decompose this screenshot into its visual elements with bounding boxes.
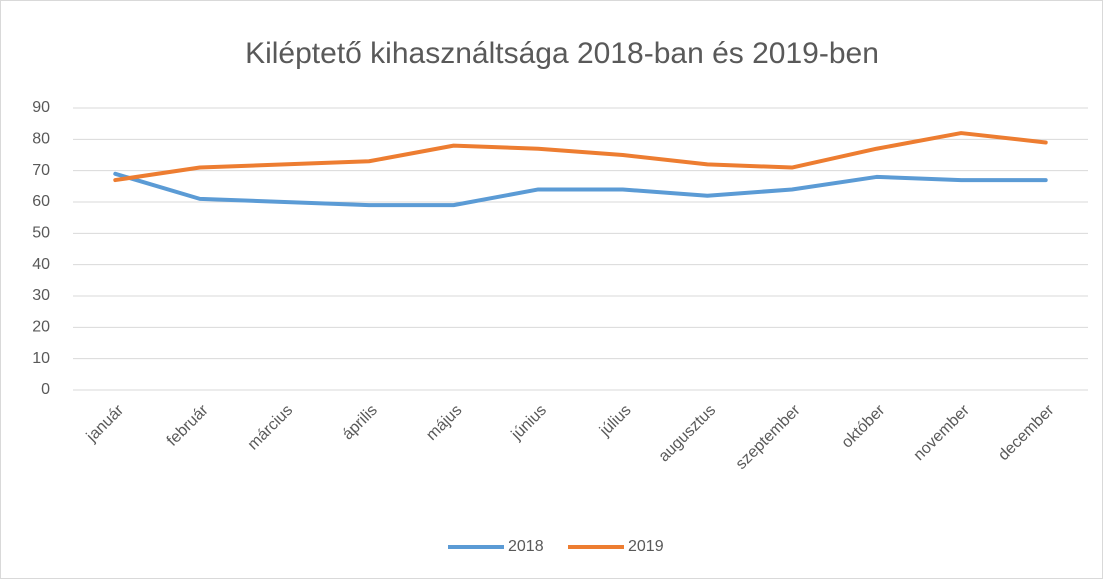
y-tick-label: 60 [32,193,50,210]
legend-label: 2019 [628,538,664,555]
legend-label: 2018 [508,538,544,555]
y-tick-label: 30 [32,287,50,304]
y-tick-label: 0 [41,381,50,398]
y-tick-label: 70 [32,162,50,179]
line-series [113,131,1048,183]
y-tick-label: 20 [32,319,50,336]
y-tick-label: 10 [32,350,50,367]
y-tick-label: 80 [32,131,50,148]
line-series [113,171,1048,208]
y-tick-label: 50 [32,225,50,242]
y-tick-label: 90 [32,99,50,116]
y-tick-label: 40 [32,256,50,273]
chart-title: Kiléptető kihasználtsága 2018-ban és 201… [245,37,879,70]
